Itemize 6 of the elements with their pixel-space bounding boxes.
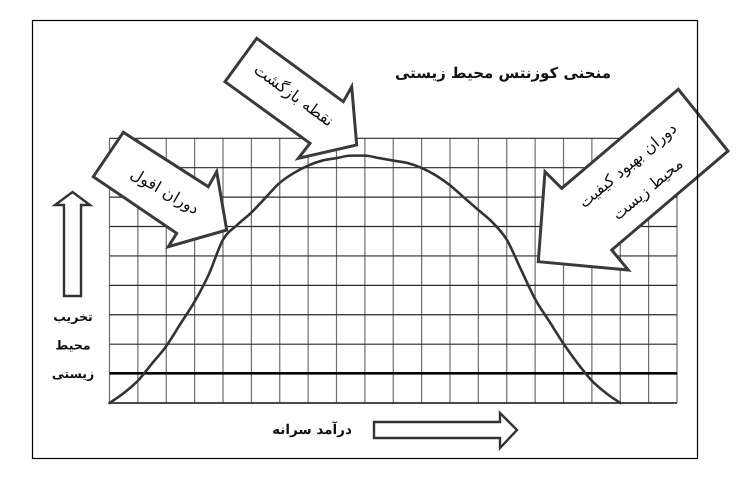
annotation: دوران افول bbox=[127, 164, 203, 218]
title: منحنی کوزنتس محیط زیستی bbox=[394, 64, 612, 82]
annotation: نقطه بازگشت bbox=[250, 60, 338, 130]
xlabel: درآمد سرانه bbox=[272, 422, 352, 438]
ylabel: تخریب محیط زیستی bbox=[52, 309, 94, 381]
annotation: دوران بهبود کیفیت محیط زیست bbox=[574, 118, 687, 224]
